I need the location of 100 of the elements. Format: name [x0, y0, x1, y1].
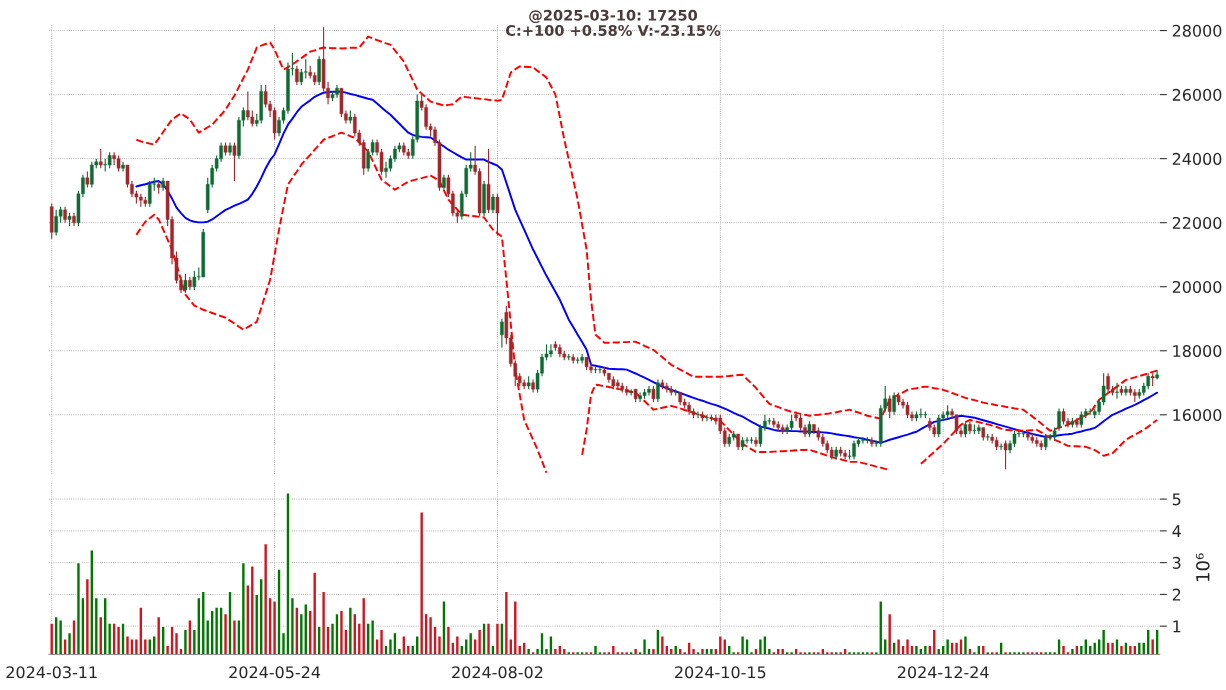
y-tick-label: 18000	[1173, 344, 1222, 358]
bar	[1083, 638, 1089, 655]
bar	[361, 596, 367, 655]
candlestick	[656, 379, 660, 403]
bar	[1092, 641, 1098, 655]
bar	[931, 628, 937, 655]
y-tick-label: 20000	[1172, 280, 1222, 294]
bar	[704, 647, 710, 655]
bar	[641, 638, 648, 655]
bar	[780, 647, 786, 655]
bar	[521, 641, 527, 655]
bar	[120, 622, 126, 655]
bar	[1016, 650, 1022, 655]
bar	[89, 549, 95, 655]
bar	[1056, 638, 1062, 655]
bar	[1007, 650, 1013, 655]
y-tick-label: 26000	[1172, 88, 1222, 101]
candlestick	[1115, 382, 1119, 400]
bar	[958, 638, 964, 655]
candlestick	[754, 436, 758, 448]
candlestick	[192, 270, 197, 291]
candlestick	[1075, 417, 1079, 429]
bar	[878, 600, 884, 655]
candlestick	[98, 148, 103, 169]
bar	[998, 641, 1004, 655]
y-tick-label: 4	[1172, 525, 1181, 537]
line-series	[135, 35, 1159, 432]
bar	[962, 634, 969, 655]
candlestick	[317, 55, 321, 86]
bar	[392, 631, 398, 655]
bar	[138, 606, 144, 655]
x-tick-label: 2024-03-11	[6, 666, 97, 679]
y-tick-label: 3	[1172, 556, 1181, 569]
bar	[156, 615, 162, 655]
y-tick-label: 22000	[1172, 216, 1222, 229]
bar	[303, 603, 309, 655]
candlestick	[90, 161, 94, 189]
bar	[481, 622, 487, 655]
bar	[1074, 644, 1080, 655]
bar	[334, 612, 340, 655]
bar	[771, 650, 777, 655]
y-tick-label: 28000	[1172, 24, 1222, 37]
bar	[370, 619, 376, 655]
bar	[722, 638, 728, 655]
y-tick-label: 24000	[1172, 152, 1222, 165]
candlestick	[1124, 385, 1128, 397]
y-axis-title: 10⁶	[1195, 553, 1210, 581]
y-tick-label: 16000	[1173, 409, 1222, 422]
bar	[949, 641, 955, 655]
bar	[686, 641, 692, 655]
chart-title: @2025-03-10: 17250	[529, 9, 698, 24]
bar	[401, 634, 407, 655]
chart-subtitle: C:+100 +0.58% V:-23.15%	[506, 24, 721, 36]
bar	[624, 650, 630, 655]
y-tick-label: 2	[1172, 588, 1181, 601]
bar	[673, 644, 679, 655]
bar	[214, 606, 220, 655]
candlestick	[696, 411, 700, 419]
bar	[512, 600, 518, 655]
bar	[793, 647, 799, 655]
bar	[1132, 644, 1138, 655]
x-tick-label: 2024-12-24	[897, 666, 989, 679]
bar	[869, 650, 875, 655]
bar	[566, 650, 572, 655]
bar	[169, 625, 175, 655]
bar	[1025, 650, 1031, 655]
bar	[860, 650, 866, 655]
bar	[227, 590, 233, 655]
bar	[276, 568, 282, 655]
y-tick-label: 1	[1173, 620, 1181, 633]
x-tick-label: 2024-10-15	[675, 666, 766, 679]
bar	[312, 571, 318, 655]
bar	[419, 511, 425, 655]
bar	[468, 631, 474, 655]
bar	[539, 631, 545, 655]
bar	[441, 600, 447, 655]
bar	[887, 612, 893, 655]
bar	[147, 638, 153, 655]
bar	[744, 638, 750, 655]
bar	[976, 644, 982, 655]
candlestick	[1155, 369, 1159, 381]
bar	[1043, 650, 1049, 655]
bar	[838, 650, 844, 655]
bar	[1123, 641, 1129, 655]
bar	[802, 650, 808, 655]
bar	[503, 590, 509, 655]
bar	[485, 622, 492, 655]
bar	[548, 634, 554, 655]
bar	[187, 619, 193, 655]
bar	[851, 650, 857, 655]
candlestick	[936, 414, 941, 438]
bar	[1114, 638, 1120, 655]
candlestick	[295, 65, 299, 86]
candlestick	[491, 193, 495, 214]
candlestick	[999, 443, 1003, 451]
bar	[695, 650, 701, 655]
candlestick	[495, 193, 500, 237]
bar	[129, 638, 135, 655]
candlestick	[870, 436, 874, 448]
x-tick-label: 2024-08-02	[452, 666, 543, 679]
